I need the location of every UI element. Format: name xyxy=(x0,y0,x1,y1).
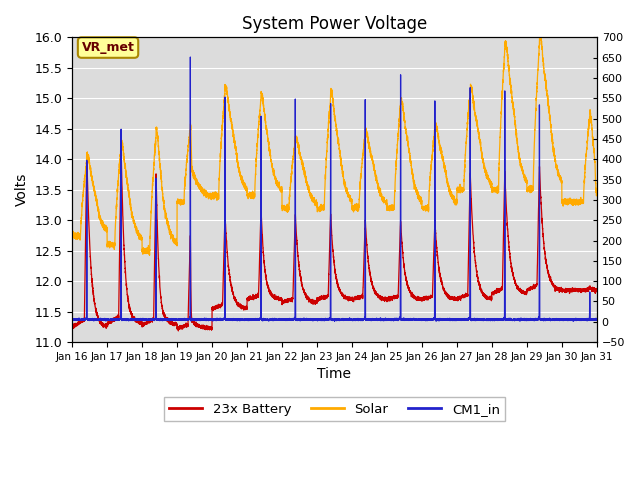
Title: System Power Voltage: System Power Voltage xyxy=(242,15,427,33)
X-axis label: Time: Time xyxy=(317,367,351,382)
Text: VR_met: VR_met xyxy=(81,41,134,54)
Legend: 23x Battery, Solar, CM1_in: 23x Battery, Solar, CM1_in xyxy=(164,397,505,421)
Y-axis label: Volts: Volts xyxy=(15,173,29,206)
